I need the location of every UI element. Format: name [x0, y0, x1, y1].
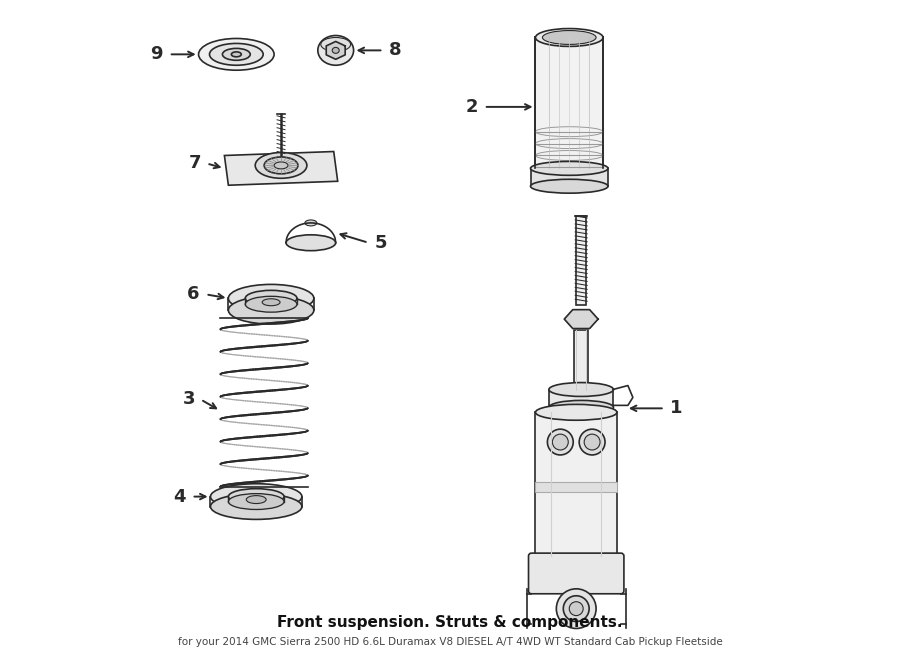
Text: Front suspension. Struts & components.: Front suspension. Struts & components. — [277, 615, 623, 630]
Text: 4: 4 — [174, 488, 186, 506]
Circle shape — [580, 429, 605, 455]
Ellipse shape — [274, 162, 288, 169]
Polygon shape — [326, 42, 346, 60]
Circle shape — [556, 589, 596, 628]
Ellipse shape — [211, 484, 302, 510]
Ellipse shape — [543, 30, 596, 44]
Ellipse shape — [549, 383, 614, 397]
Polygon shape — [549, 389, 613, 407]
Polygon shape — [574, 330, 588, 389]
Circle shape — [547, 429, 573, 455]
Ellipse shape — [246, 291, 297, 307]
Ellipse shape — [332, 48, 339, 54]
Ellipse shape — [229, 297, 314, 324]
Ellipse shape — [229, 494, 284, 510]
Ellipse shape — [229, 489, 284, 504]
Ellipse shape — [256, 152, 307, 178]
FancyBboxPatch shape — [528, 553, 624, 594]
Text: 2: 2 — [465, 98, 478, 116]
Ellipse shape — [229, 285, 314, 312]
Polygon shape — [536, 412, 617, 556]
Ellipse shape — [549, 401, 614, 414]
Polygon shape — [536, 482, 617, 492]
Text: 9: 9 — [150, 45, 163, 64]
Text: 6: 6 — [187, 285, 200, 303]
Circle shape — [584, 434, 600, 450]
Circle shape — [553, 434, 568, 450]
Ellipse shape — [305, 220, 317, 226]
Ellipse shape — [222, 48, 250, 60]
Ellipse shape — [320, 38, 351, 52]
Ellipse shape — [286, 235, 336, 251]
Text: 5: 5 — [374, 234, 387, 252]
Polygon shape — [530, 168, 608, 186]
Ellipse shape — [210, 44, 263, 66]
Text: 1: 1 — [670, 399, 683, 417]
Text: 7: 7 — [188, 154, 201, 172]
Circle shape — [570, 602, 583, 616]
Text: for your 2014 GMC Sierra 2500 HD 6.6L Duramax V8 DIESEL A/T 4WD WT Standard Cab : for your 2014 GMC Sierra 2500 HD 6.6L Du… — [177, 638, 723, 647]
Ellipse shape — [211, 494, 302, 520]
Ellipse shape — [318, 36, 354, 66]
Polygon shape — [564, 310, 598, 328]
Ellipse shape — [231, 52, 241, 57]
Ellipse shape — [199, 38, 274, 70]
Ellipse shape — [247, 496, 266, 504]
Ellipse shape — [530, 162, 608, 175]
Text: 8: 8 — [389, 41, 401, 60]
Ellipse shape — [262, 299, 280, 306]
Polygon shape — [224, 152, 338, 185]
Ellipse shape — [246, 297, 297, 312]
Ellipse shape — [536, 28, 603, 46]
Ellipse shape — [536, 404, 617, 420]
Polygon shape — [576, 216, 586, 305]
Ellipse shape — [530, 179, 608, 193]
Circle shape — [563, 596, 590, 622]
Polygon shape — [536, 38, 603, 168]
Text: 3: 3 — [183, 391, 195, 408]
Ellipse shape — [265, 157, 298, 174]
